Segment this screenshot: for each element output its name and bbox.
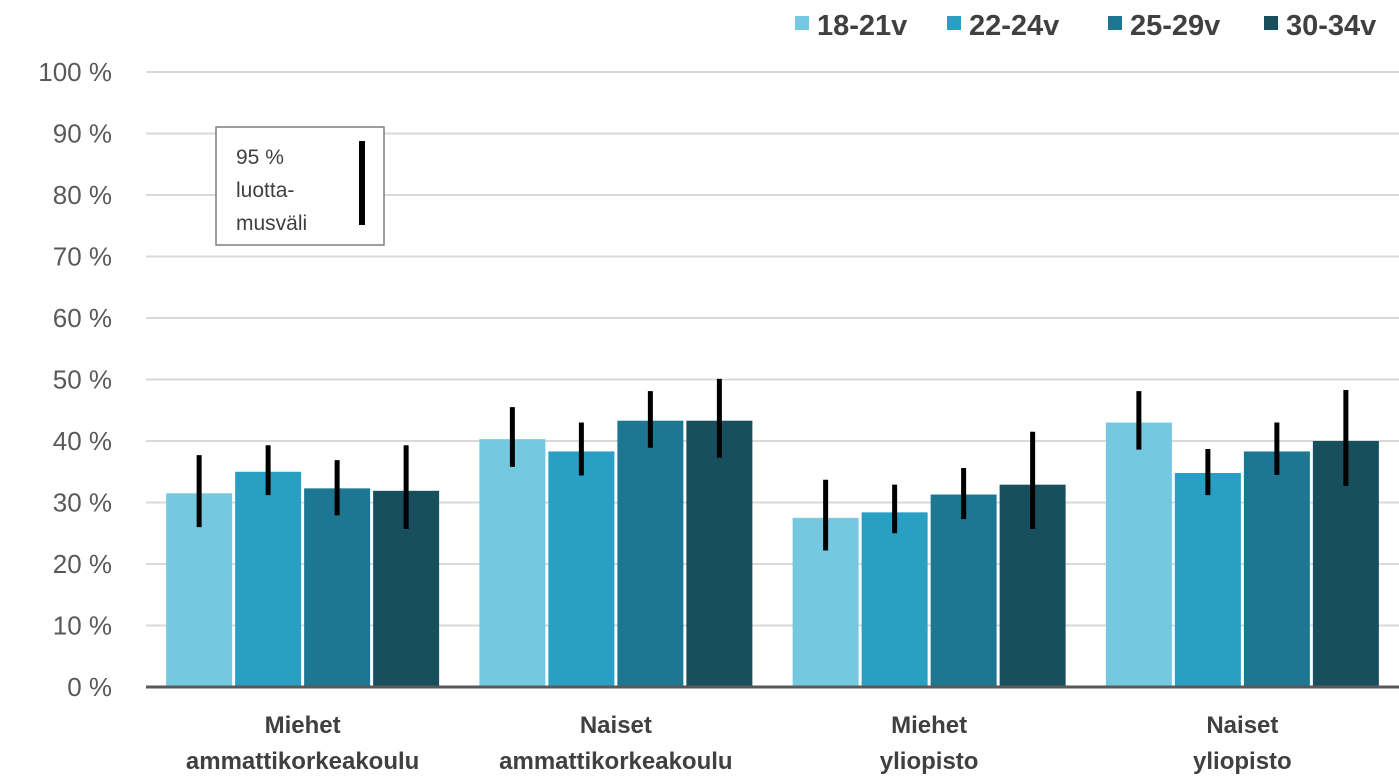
bar-22-24v-0 (235, 471, 302, 687)
bar-22-24v-1 (548, 451, 615, 687)
x-category-label: Naiset yliopisto (1193, 712, 1292, 775)
ci-legend-line-3: musväli (236, 212, 307, 235)
bar-25-29v-3 (1243, 451, 1310, 687)
y-tick-label: 60 % (53, 303, 112, 333)
y-tick-label: 10 % (53, 611, 112, 641)
legend-swatch-25-29v (1108, 16, 1122, 30)
error-bars (196, 378, 1349, 551)
y-tick-label: 50 % (53, 365, 112, 395)
x-category-label: Miehet yliopisto (880, 712, 979, 775)
confidence-interval-legend: 95 % luotta- musväli (215, 126, 385, 246)
legend-swatch-30-34v (1264, 16, 1278, 30)
bar-18-21v-1 (479, 439, 546, 687)
bar-30-34v-1 (686, 420, 753, 687)
bar-22-24v-2 (861, 512, 928, 687)
legend: 18-21v 22-24v 25-29v 30-34v (795, 10, 1376, 42)
legend-label-30-34v: 30-34v (1286, 10, 1376, 42)
y-tick-label: 40 % (53, 426, 112, 456)
bar-25-29v-0 (304, 488, 371, 687)
legend-label-18-21v: 18-21v (817, 10, 907, 42)
ci-legend-box (215, 126, 385, 246)
bar-25-29v-2 (930, 494, 997, 687)
legend-label-22-24v: 22-24v (969, 10, 1059, 42)
y-tick-label: 80 % (53, 180, 112, 210)
y-axis-ticks: 0 % 10 % 20 % 30 % 40 % 50 % 60 % 70 % 80 % 90 % 1… (38, 57, 112, 702)
y-tick-label: 20 % (53, 549, 112, 579)
y-tick-label: 100 % (38, 57, 112, 87)
legend-swatch-22-24v (947, 16, 961, 30)
bar-22-24v-3 (1174, 472, 1241, 687)
x-axis: Miehet ammattikorkeakoulu Naiset ammattikor… (146, 685, 1399, 775)
legend-swatch-18-21v (795, 16, 809, 30)
bars (166, 420, 1379, 687)
legend-label-25-29v: 25-29v (1130, 10, 1220, 42)
ci-legend-line-2: luotta- (236, 179, 294, 202)
ci-legend-line-1: 95 % (236, 146, 284, 169)
x-category-label: Naiset ammattikorkeakoulu (499, 712, 732, 775)
y-tick-label: 90 % (53, 119, 112, 149)
y-tick-label: 0 % (67, 672, 112, 702)
bar-25-29v-1 (617, 420, 684, 687)
y-tick-label: 70 % (53, 242, 112, 272)
x-category-label: Miehet ammattikorkeakoulu (186, 712, 419, 775)
y-tick-label: 30 % (53, 488, 112, 518)
bar-18-21v-3 (1105, 422, 1172, 687)
